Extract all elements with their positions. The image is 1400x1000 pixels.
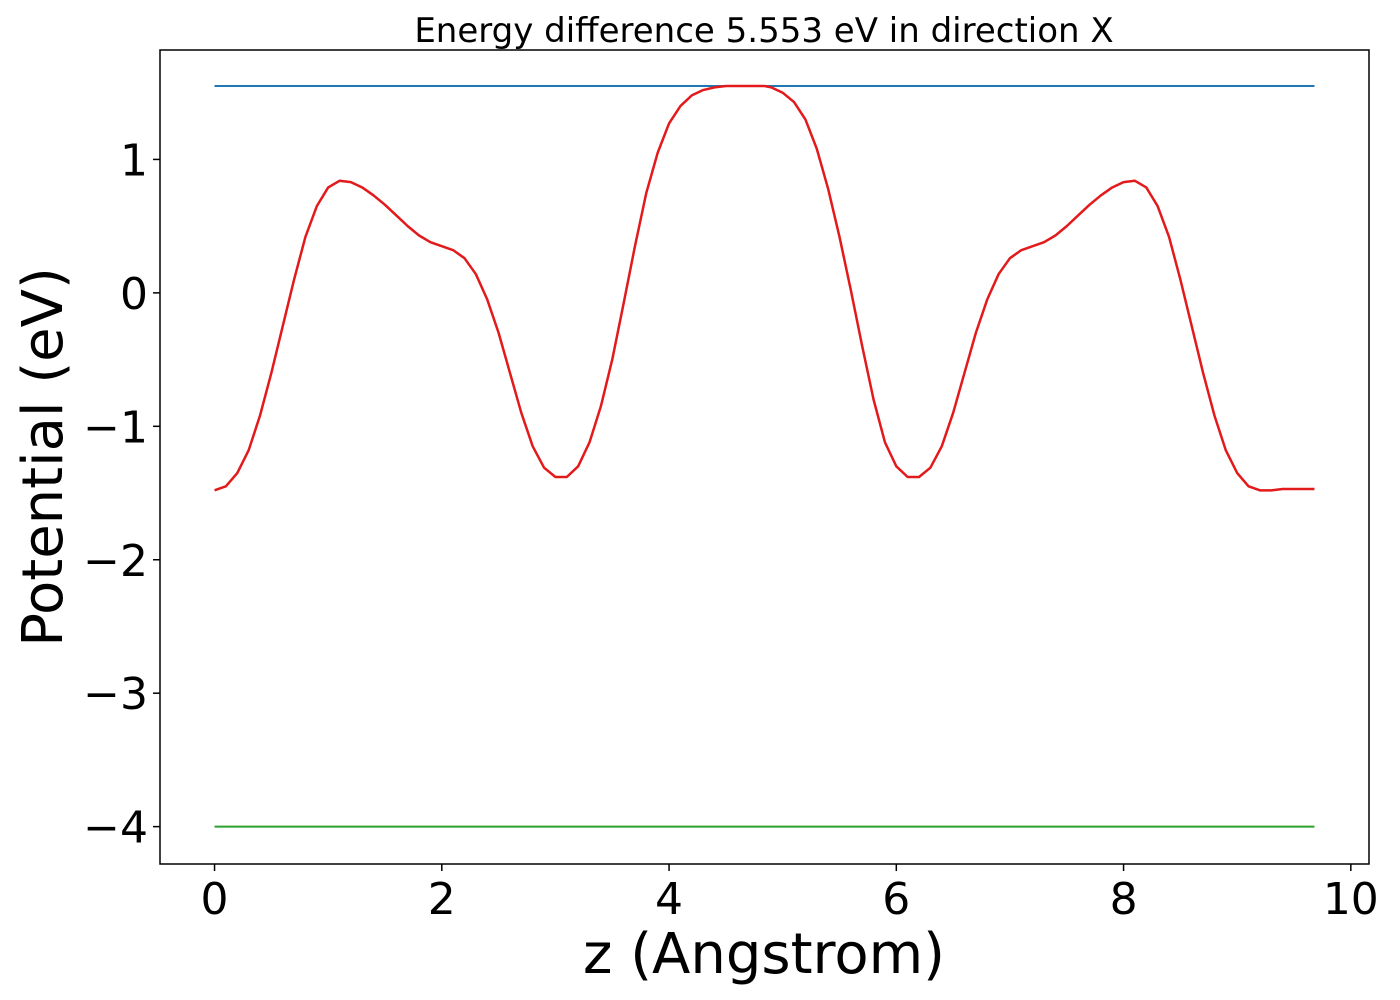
y-tick-label: 0 — [120, 269, 148, 320]
x-axis-label: z (Angstrom) — [583, 922, 945, 987]
x-tick-label: 8 — [1110, 874, 1138, 925]
x-tick-label: 0 — [201, 874, 229, 925]
y-tick-label: −1 — [83, 402, 148, 453]
y-tick-label: −3 — [83, 669, 148, 720]
plot-frame — [159, 49, 1370, 865]
chart-title: Energy difference 5.553 eV in direction … — [414, 11, 1113, 51]
x-axis-ticks: 0 2 4 6 8 10 — [201, 864, 1379, 925]
y-axis-ticks: 1 0 −1 −2 −3 −4 — [83, 135, 160, 854]
y-tick-label: −2 — [83, 536, 148, 587]
y-tick-label: 1 — [120, 135, 148, 186]
y-tick-label: −4 — [83, 803, 148, 854]
y-axis-label: Potential (eV) — [11, 267, 76, 647]
series-line-2 — [214, 84, 1315, 492]
x-tick-label: 2 — [428, 874, 456, 925]
plot-area — [214, 84, 1315, 828]
x-tick-label: 10 — [1323, 874, 1379, 925]
x-tick-label: 4 — [655, 874, 683, 925]
x-tick-label: 6 — [882, 874, 910, 925]
